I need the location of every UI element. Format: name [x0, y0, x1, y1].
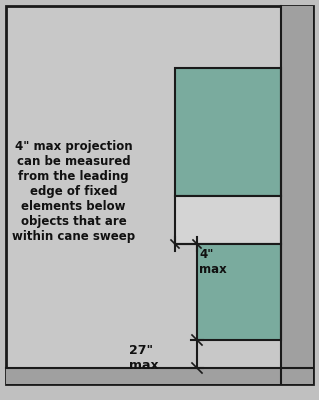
Bar	[6, 368, 313, 384]
Text: 4" max projection
can be measured
from the leading
edge of fixed
elements below
: 4" max projection can be measured from t…	[12, 140, 135, 243]
Bar	[175, 68, 281, 196]
Text: 27"
max: 27" max	[129, 344, 159, 372]
Bar	[281, 6, 313, 384]
Bar	[197, 244, 281, 340]
Bar	[175, 196, 281, 244]
Text: 4"
max: 4" max	[199, 248, 227, 276]
